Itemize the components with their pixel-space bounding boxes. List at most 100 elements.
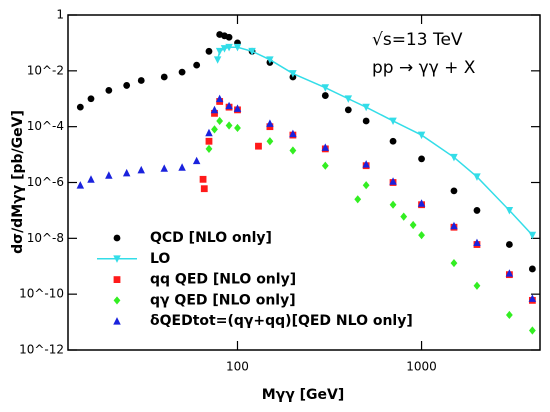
data-point: [400, 212, 408, 221]
data-point: [266, 56, 274, 64]
data-point: [354, 195, 362, 204]
data-point: [409, 220, 417, 230]
legend-label: δQEDtot=(qγ+qq)[QED NLO only]: [150, 313, 413, 329]
data-point: [266, 119, 274, 127]
data-point: [473, 207, 481, 214]
data-point: [450, 153, 458, 162]
data-point: [211, 125, 218, 134]
data-point: [505, 241, 513, 248]
data-point: [215, 47, 224, 56]
data-point: [344, 106, 352, 114]
data-point: [76, 181, 85, 189]
data-point: [362, 160, 370, 168]
legend-marker: [113, 255, 121, 263]
y-tick-label: 10^-10: [19, 287, 64, 301]
x-axis-label: Mγγ [GeV]: [262, 387, 345, 403]
y-tick-label: 1: [56, 8, 64, 22]
data-point: [321, 161, 329, 170]
data-point: [289, 70, 297, 78]
legend-marker: [113, 276, 121, 283]
data-point: [205, 128, 213, 137]
data-point: [213, 56, 222, 64]
annotation: √s=13 TeV: [372, 30, 463, 50]
data-point: [178, 68, 186, 76]
data-point: [321, 143, 330, 151]
data-point: [505, 310, 513, 320]
data-point: [266, 137, 274, 146]
data-point: [137, 77, 145, 84]
data-point: [216, 116, 224, 126]
data-point: [389, 177, 397, 185]
data-point: [255, 142, 262, 150]
data-point: [105, 86, 113, 94]
legend-label: QCD [NLO only]: [150, 230, 272, 246]
data-point: [362, 181, 370, 190]
data-point: [528, 294, 537, 302]
data-point: [289, 146, 297, 155]
data-point: [362, 103, 370, 112]
data-point: [473, 281, 481, 290]
data-point: [233, 43, 242, 52]
data-point: [76, 103, 84, 111]
data-point: [344, 95, 353, 103]
data-point: [417, 131, 426, 140]
data-point: [418, 155, 425, 163]
data-point: [528, 265, 536, 273]
data-point: [473, 238, 481, 247]
data-point: [389, 117, 397, 126]
y-tick-label: 10^-4: [27, 119, 64, 133]
x-tick-label: 1000: [406, 360, 437, 374]
data-point: [225, 101, 233, 110]
data-point: [505, 269, 514, 277]
data-point: [160, 164, 168, 172]
data-point: [234, 123, 241, 133]
data-point: [160, 73, 168, 81]
data-point: [211, 109, 218, 117]
data-point: [205, 144, 213, 153]
data-point: [225, 121, 233, 130]
data-point: [418, 231, 425, 240]
y-tick-label: 10^-8: [27, 231, 64, 245]
data-point: [528, 231, 537, 240]
legend-marker: [113, 234, 121, 242]
data-point: [225, 33, 233, 41]
data-point: [178, 163, 186, 171]
data-point: [450, 221, 458, 230]
data-point: [450, 187, 458, 195]
data-point: [123, 82, 131, 89]
legend-label: qγ QED [NLO only]: [150, 292, 296, 308]
data-point: [528, 326, 536, 335]
y-axis-label: dσ/dMγγ [pb/GeV]: [10, 110, 26, 254]
data-point: [321, 92, 329, 99]
data-point: [289, 129, 297, 138]
data-point: [205, 137, 213, 145]
y-tick-label: 10^-12: [19, 343, 64, 357]
legend-marker: [113, 296, 121, 305]
data-point: [450, 258, 458, 268]
data-point: [473, 173, 481, 181]
y-tick-label: 10^-6: [27, 175, 64, 189]
legend-marker: [113, 317, 121, 325]
data-point: [505, 207, 514, 215]
legend-label: LO: [150, 251, 170, 267]
data-point: [200, 185, 208, 193]
y-tick-label: 10^-2: [27, 63, 64, 77]
data-point: [122, 168, 131, 177]
data-point: [248, 47, 256, 56]
data-point: [389, 200, 397, 209]
data-point: [87, 175, 95, 183]
data-point: [105, 171, 113, 179]
data-point: [233, 104, 242, 112]
data-point: [362, 117, 370, 125]
data-point: [215, 94, 224, 103]
data-point: [193, 61, 201, 69]
data-point: [220, 45, 229, 53]
data-point: [210, 105, 219, 114]
data-point: [205, 47, 213, 55]
data-point: [417, 199, 426, 207]
legend-label: qq QED [NLO only]: [150, 272, 296, 288]
data-point: [137, 165, 145, 174]
data-point: [192, 156, 201, 165]
data-point: [87, 95, 95, 103]
